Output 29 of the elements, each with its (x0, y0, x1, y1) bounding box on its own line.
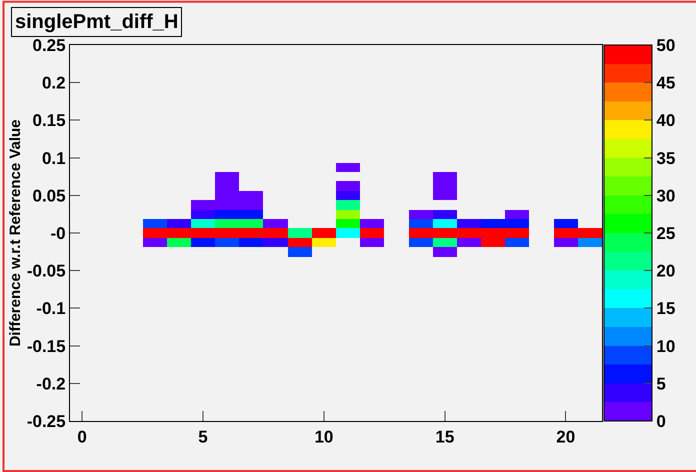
y-tick-label: 0.25 (32, 36, 66, 55)
color-bar-label: 20 (656, 262, 676, 281)
color-bar-label: 40 (656, 111, 676, 130)
y-tick-label: -0.05 (26, 262, 66, 281)
color-bar-label: 10 (656, 336, 676, 356)
y-tick-label: -0 (50, 224, 66, 243)
x-tick-label: 5 (198, 427, 208, 446)
x-tick-label: 15 (435, 427, 454, 446)
y-axis-title: Difference w.r.t Reference Value (7, 119, 24, 347)
color-bar-label: 30 (656, 186, 676, 206)
y-tick-label: -0.2 (36, 374, 66, 394)
color-bar-label: 35 (656, 148, 676, 168)
x-tick-label: 20 (556, 427, 576, 446)
chart-title: singlePmt_diff_H (15, 11, 178, 33)
y-tick-label: 0.1 (42, 148, 66, 168)
color-bar-label: 50 (656, 36, 676, 55)
x-tick-label: 0 (77, 427, 87, 446)
color-bar-label: 0 (656, 412, 666, 431)
y-tick-label: 0.2 (42, 74, 66, 93)
y-tick-label: -0.25 (26, 412, 66, 431)
y-tick-label: 0.15 (32, 111, 66, 130)
color-bar-label: 15 (656, 299, 676, 318)
color-bar-label: 25 (656, 224, 676, 243)
y-tick-label: 0.05 (32, 186, 66, 206)
x-tick-label: 10 (314, 427, 334, 446)
color-bar-label: 5 (656, 374, 666, 394)
color-bar-label: 45 (656, 74, 676, 93)
y-tick-label: -0.1 (36, 299, 66, 318)
y-tick-label: -0.15 (26, 336, 66, 356)
